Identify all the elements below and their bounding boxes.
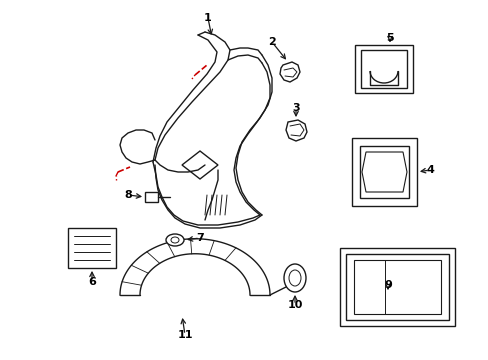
Text: 4: 4 (425, 165, 433, 175)
Text: 1: 1 (203, 13, 211, 23)
Polygon shape (339, 248, 454, 326)
Text: 8: 8 (124, 190, 132, 200)
Text: 5: 5 (386, 33, 393, 43)
Ellipse shape (284, 264, 305, 292)
Ellipse shape (288, 270, 301, 286)
Polygon shape (68, 228, 116, 268)
Text: 10: 10 (287, 300, 302, 310)
Text: 9: 9 (383, 280, 391, 290)
Ellipse shape (165, 234, 183, 246)
Text: 7: 7 (196, 233, 203, 243)
Text: 2: 2 (267, 37, 275, 47)
Text: 3: 3 (292, 103, 299, 113)
Polygon shape (280, 62, 299, 82)
Text: 11: 11 (177, 330, 192, 340)
Polygon shape (145, 192, 158, 202)
Text: 6: 6 (88, 277, 96, 287)
Polygon shape (351, 138, 416, 206)
Polygon shape (354, 45, 412, 93)
Ellipse shape (171, 237, 179, 243)
Polygon shape (285, 120, 306, 141)
